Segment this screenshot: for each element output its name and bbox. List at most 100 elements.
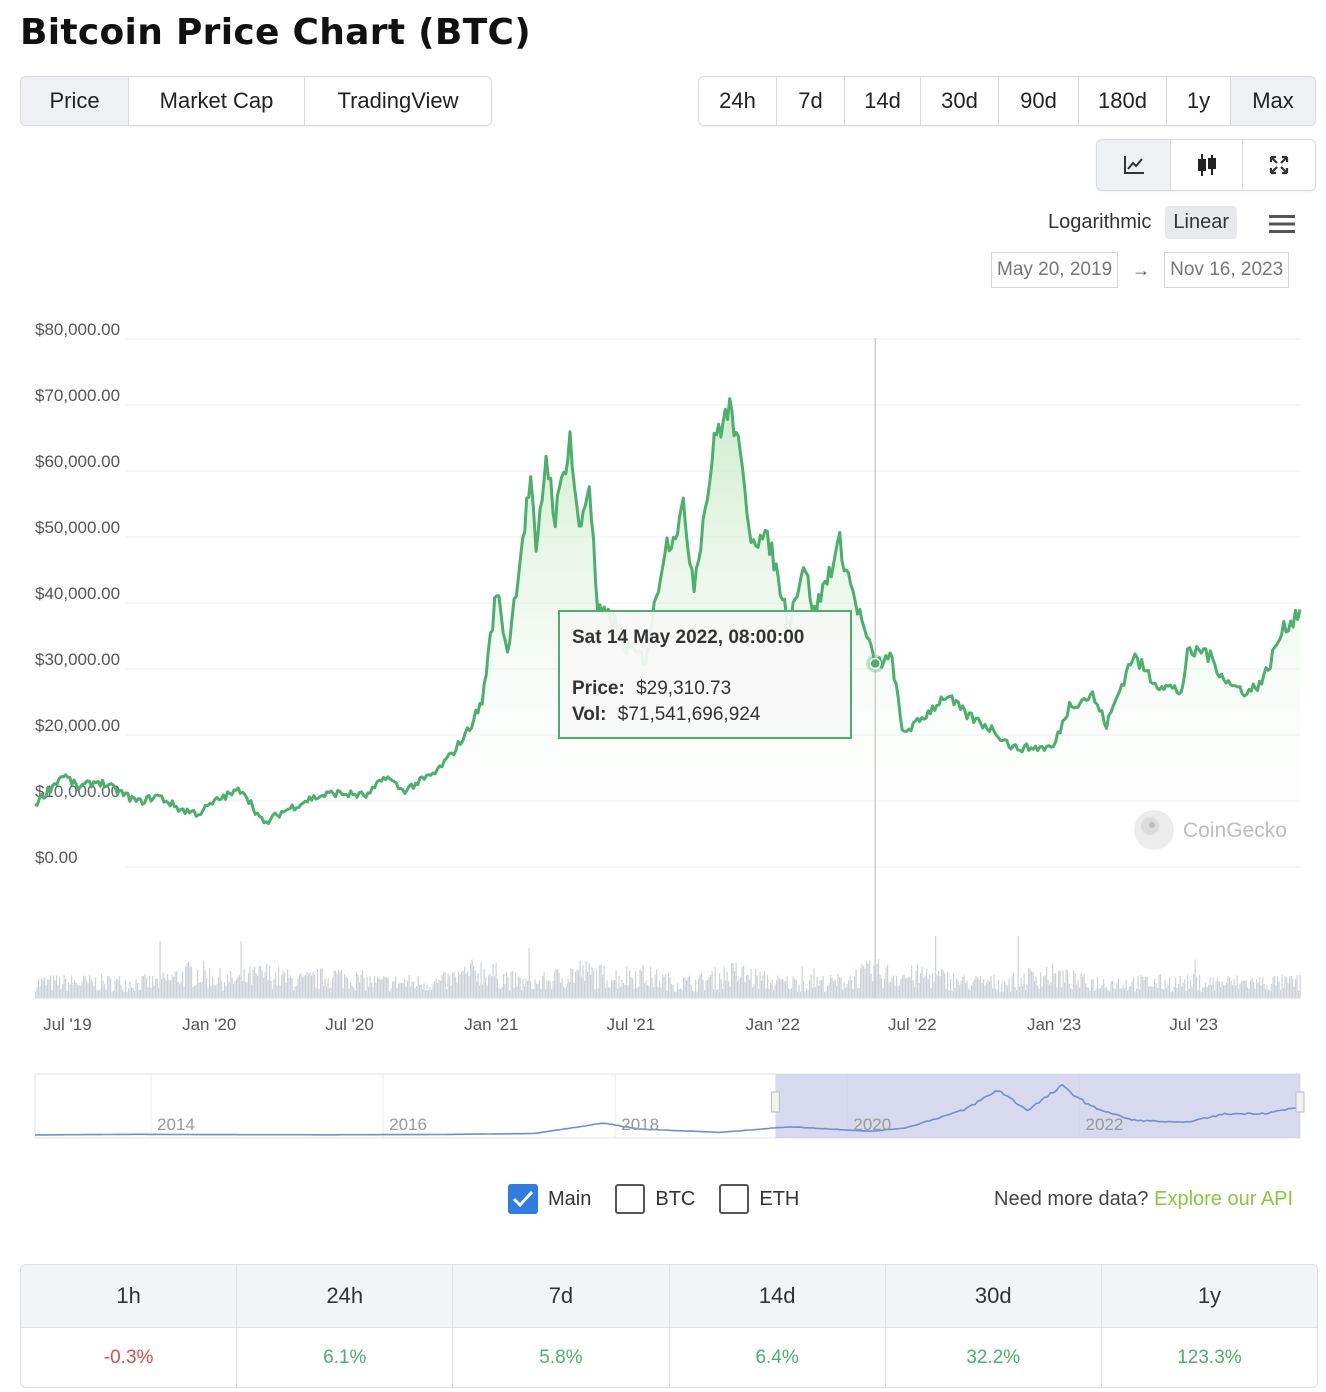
x-tick-label: Jul '20: [325, 1015, 374, 1034]
volume-bar: [363, 978, 365, 998]
price-chart[interactable]: $80,000.00 $70,000.00 $60,000.00 $50,000.00…: [0, 300, 1326, 1150]
range-7d-button[interactable]: 7d: [777, 77, 845, 125]
volume-bar: [560, 982, 562, 998]
volume-bar: [141, 975, 143, 998]
volume-bar: [695, 979, 697, 998]
x-tick-label: Jul '23: [1169, 1015, 1218, 1034]
range-max-button[interactable]: Max: [1231, 77, 1315, 125]
date-from-input[interactable]: May 20, 2019: [991, 252, 1119, 288]
volume-bar: [338, 969, 340, 998]
volume-bar: [485, 978, 487, 998]
volume-bar: [504, 983, 506, 998]
range-navigator[interactable]: 2014 2016 2018 2020 2022: [34, 1073, 1305, 1139]
volume-bar: [674, 991, 676, 998]
tab-market-cap[interactable]: Market Cap: [129, 77, 305, 125]
volume-bar: [849, 975, 851, 998]
volume-bar: [63, 975, 65, 998]
navigator-year-label: 2018: [621, 1115, 659, 1134]
range-90d-button[interactable]: 90d: [999, 77, 1079, 125]
range-24h-button[interactable]: 24h: [699, 77, 777, 125]
volume-bar: [767, 974, 769, 998]
volume-bar: [662, 974, 664, 998]
volume-bar: [477, 973, 479, 998]
navigator-selection[interactable]: [775, 1074, 1300, 1138]
volume-bar: [1203, 987, 1205, 998]
navigator-handle-left[interactable]: [770, 1091, 780, 1113]
hamburger-menu-icon[interactable]: [1268, 212, 1296, 236]
linear-option[interactable]: Linear: [1165, 206, 1237, 239]
volume-bar: [60, 989, 62, 998]
range-180d-button[interactable]: 180d: [1079, 77, 1167, 125]
btc-checkbox[interactable]: [615, 1184, 646, 1214]
volume-bar: [1148, 986, 1150, 998]
volume-bar: [1211, 985, 1213, 998]
volume-bar: [654, 974, 656, 998]
volume-bar: [827, 985, 829, 998]
y-tick-label: $70,000.00: [35, 386, 120, 405]
volume-bar: [182, 971, 184, 998]
volume-bar: [894, 985, 896, 998]
volume-bar: [116, 978, 118, 998]
main-toggle[interactable]: Main: [508, 1184, 591, 1214]
volume-bar: [500, 988, 502, 998]
volume-bar: [501, 987, 503, 998]
main-checkbox[interactable]: [508, 1184, 538, 1214]
volume-bar: [482, 984, 484, 998]
volume-bar: [75, 982, 77, 998]
volume-bar: [126, 991, 128, 998]
volume-bar: [408, 975, 410, 998]
volume-bar: [170, 980, 172, 998]
volume-bar: [791, 988, 793, 998]
date-to-input[interactable]: Nov 16, 2023: [1164, 252, 1290, 288]
x-tick-label: Jan '20: [182, 1015, 236, 1034]
volume-bar: [213, 984, 215, 998]
volume-bar: [1128, 986, 1130, 998]
volume-bar: [513, 987, 515, 998]
volume-bar: [1248, 989, 1250, 998]
volume-bar: [1262, 977, 1264, 998]
volume-bar: [234, 980, 236, 998]
volume-bar: [1298, 990, 1300, 998]
navigator-year-label: 2014: [157, 1115, 195, 1134]
eth-toggle[interactable]: ETH: [719, 1184, 799, 1214]
logarithmic-option[interactable]: Logarithmic: [1048, 211, 1152, 233]
range-1y-button[interactable]: 1y: [1167, 77, 1231, 125]
btc-toggle[interactable]: BTC: [615, 1184, 695, 1214]
navigator-handle-right[interactable]: [1295, 1091, 1305, 1113]
tab-tradingview[interactable]: TradingView: [337, 88, 459, 113]
volume-bar: [836, 986, 838, 998]
volume-bar: [971, 985, 973, 998]
volume-bar: [197, 969, 199, 998]
volume-bar: [159, 941, 161, 998]
eth-checkbox[interactable]: [719, 1184, 750, 1214]
volume-bar: [602, 975, 604, 998]
volume-bar: [1259, 976, 1261, 998]
explore-api-link[interactable]: Explore our API: [1154, 1188, 1294, 1210]
volume-bar: [440, 980, 442, 998]
volume-bar: [888, 982, 890, 998]
volume-bar: [506, 972, 508, 998]
volume-bar: [1010, 991, 1012, 998]
y-tick-label: $50,000.00: [35, 518, 120, 537]
volume-bar: [795, 979, 797, 998]
volume-bar: [183, 986, 185, 998]
volume-bar: [612, 980, 614, 998]
range-14d-button[interactable]: 14d: [845, 77, 921, 125]
volume-bar: [243, 968, 245, 998]
volume-bar: [968, 989, 970, 998]
volume-bar: [843, 982, 845, 998]
fullscreen-button[interactable]: [1243, 140, 1315, 190]
volume-bar: [1131, 981, 1133, 998]
volume-bar: [521, 989, 523, 998]
volume-bar: [465, 973, 467, 998]
volume-bar: [690, 985, 692, 998]
volume-bar: [120, 985, 122, 998]
range-30d-button[interactable]: 30d: [921, 77, 999, 125]
candlestick-button[interactable]: [1171, 140, 1243, 190]
volume-bar: [341, 969, 343, 998]
volume-bar: [1175, 977, 1177, 998]
tab-price[interactable]: Price: [21, 77, 129, 125]
volume-bar: [1217, 977, 1219, 998]
volume-bar: [93, 986, 95, 998]
line-chart-button[interactable]: [1097, 140, 1171, 190]
